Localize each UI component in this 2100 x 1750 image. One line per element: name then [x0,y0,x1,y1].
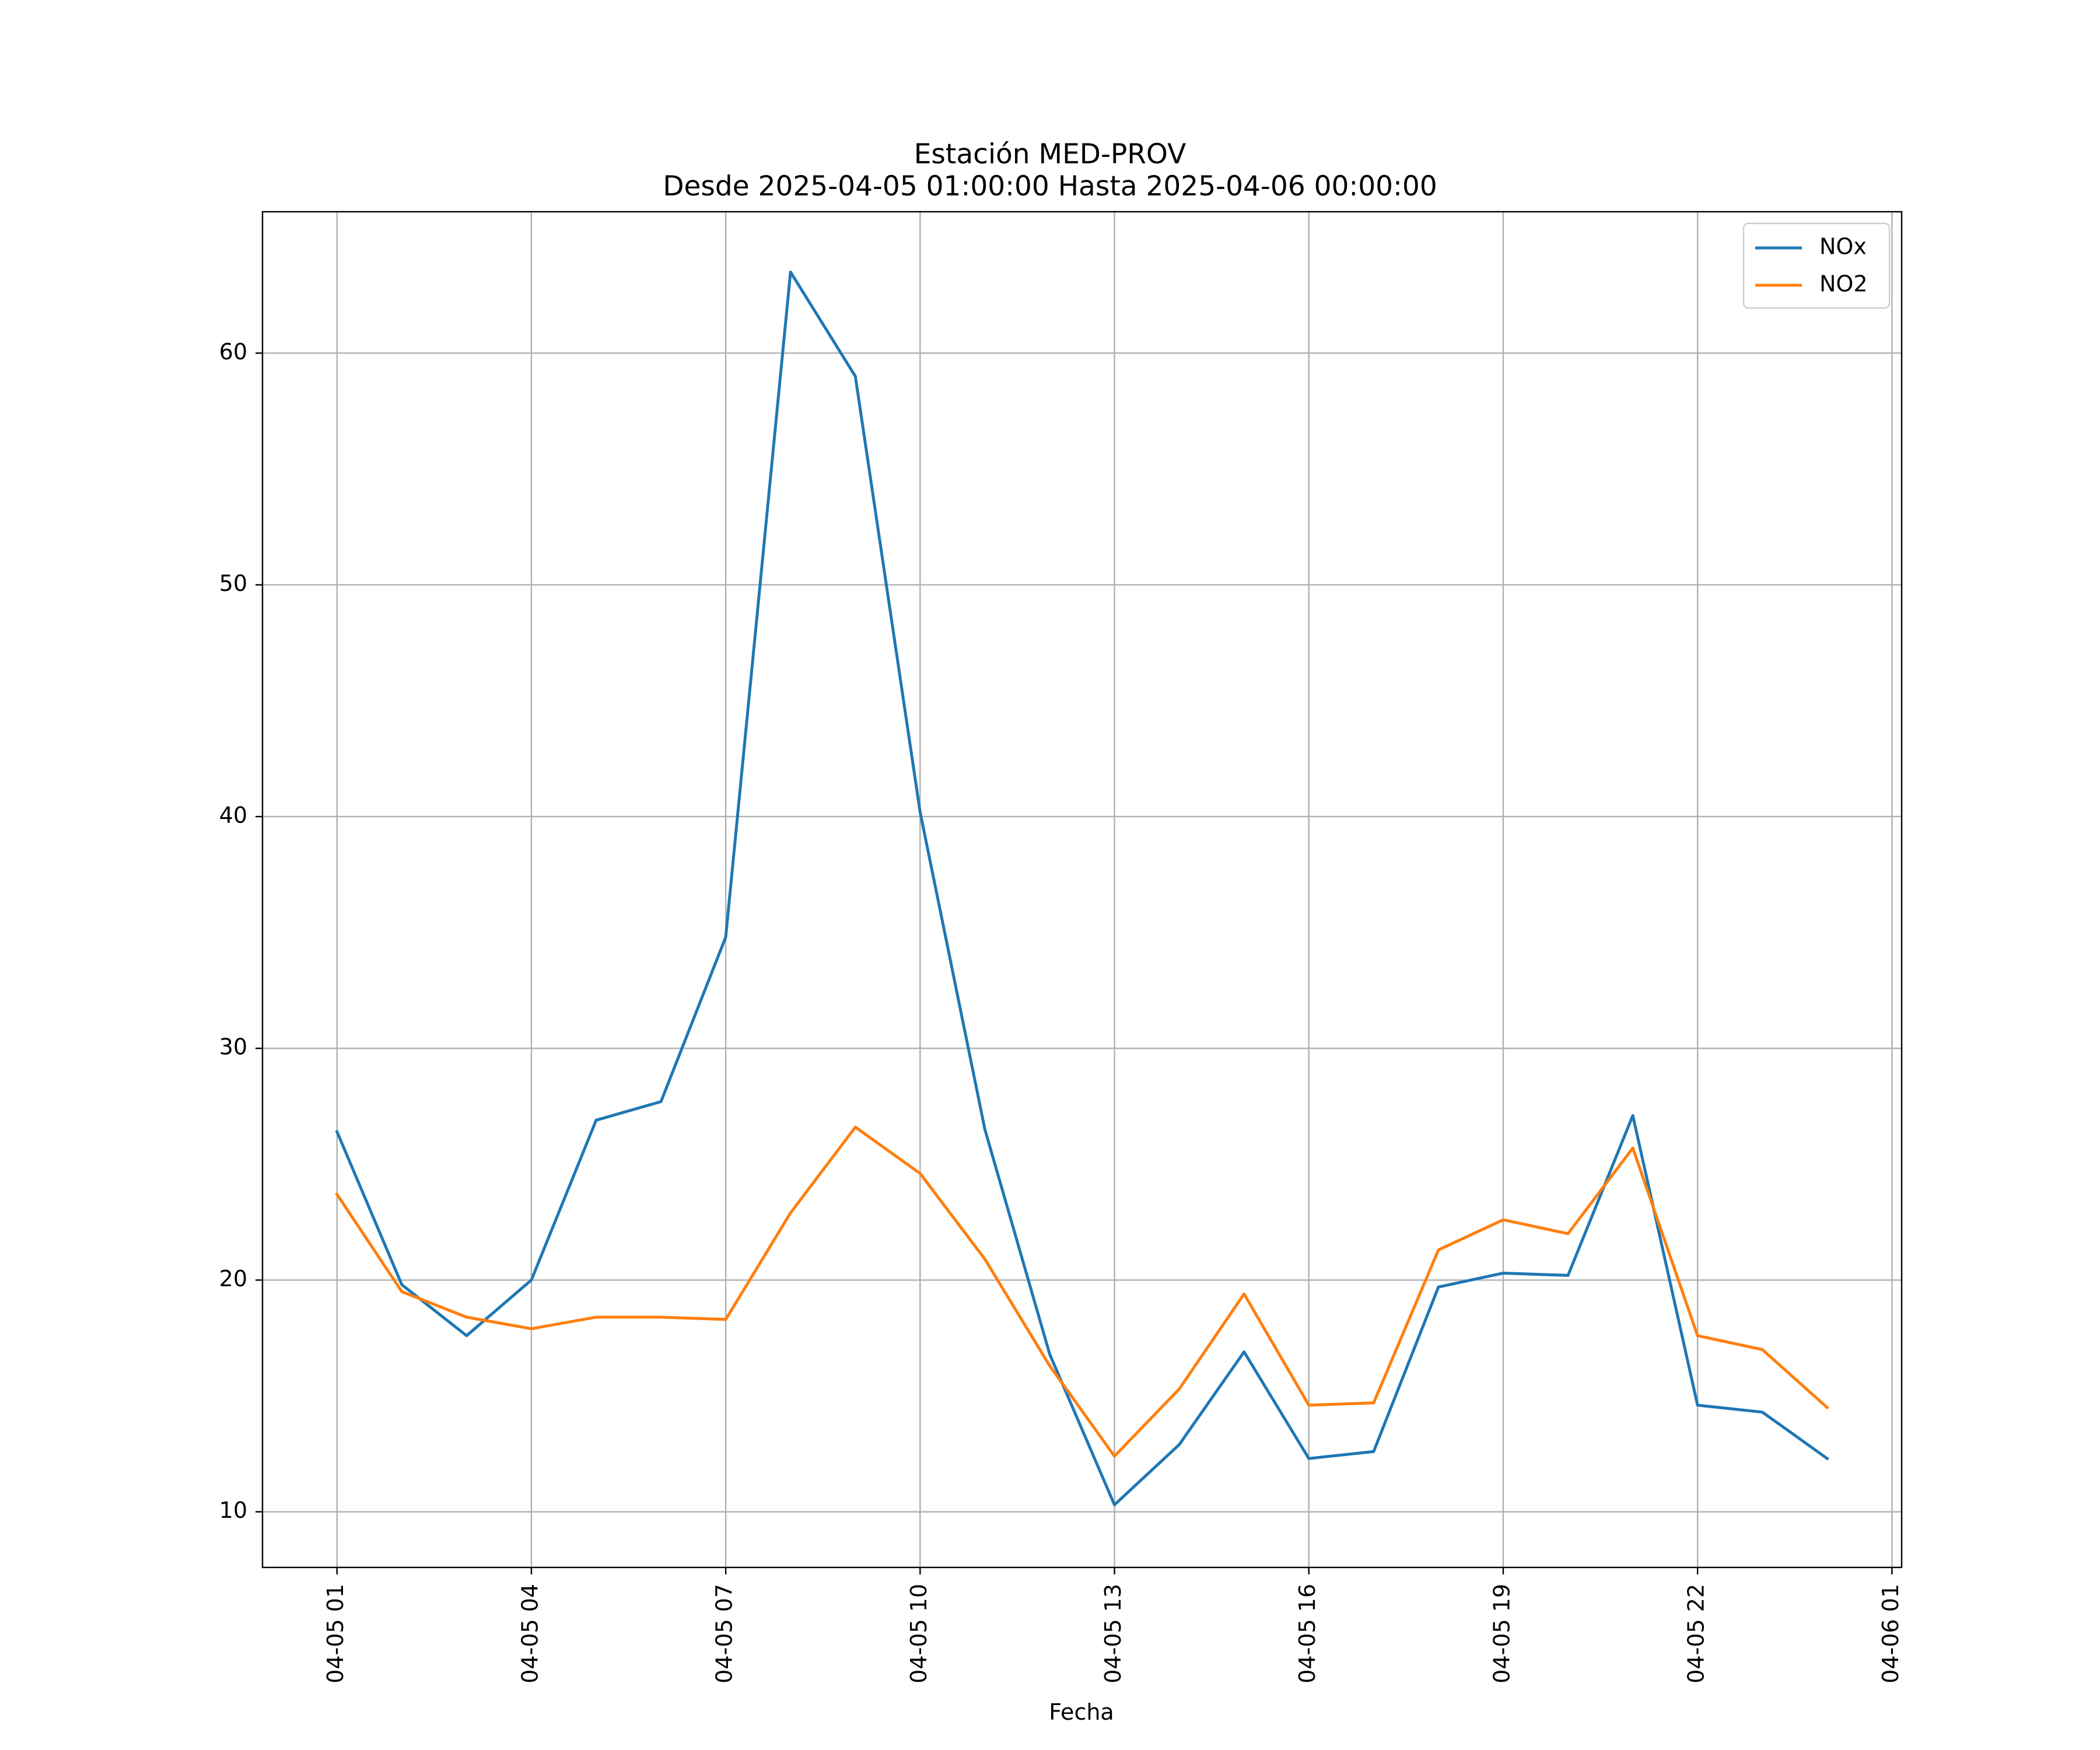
y-tick-label: 60 [219,339,247,365]
series-line-nox [335,270,1829,1507]
x-tick-label: 04-05 19 [1489,1584,1514,1684]
y-tick-label: 40 [219,802,247,828]
x-axis-label: Fecha [1049,1699,1114,1725]
y-tick-label: 20 [219,1266,247,1292]
x-tick-label: 04-06 01 [1878,1584,1903,1684]
x-tick-label: 04-05 04 [517,1584,542,1684]
legend-box [1742,222,1891,309]
plot-area-frame [261,211,1903,1569]
series-line-no2 [335,1125,1829,1458]
y-tick-label: 30 [219,1034,247,1060]
y-tick-label: 50 [219,570,247,596]
x-tick-label: 04-05 07 [712,1584,737,1684]
chart-subtitle: Desde 2025-04-05 01:00:00 Hasta 2025-04-… [663,170,1437,202]
legend-label: NOx [1819,234,1867,260]
y-tick-label: 10 [219,1497,247,1523]
legend-label: NO2 [1819,271,1868,297]
axis-ticks: 04-05 01 04-05 04 04-05 07 04-05 10 04-05 13… [219,339,1903,1684]
chart-title: Estación MED-PROV [914,138,1186,170]
x-tick-label: 04-05 16 [1294,1584,1320,1684]
x-tick-label: 04-05 10 [906,1584,932,1684]
x-tick-label: 04-05 01 [323,1584,348,1684]
grid-lines [262,212,1902,1567]
x-tick-label: 04-05 13 [1100,1584,1126,1684]
series-lines [335,270,1829,1507]
x-tick-label: 04-05 22 [1684,1584,1709,1684]
legend: NOx NO2 [1742,222,1891,309]
